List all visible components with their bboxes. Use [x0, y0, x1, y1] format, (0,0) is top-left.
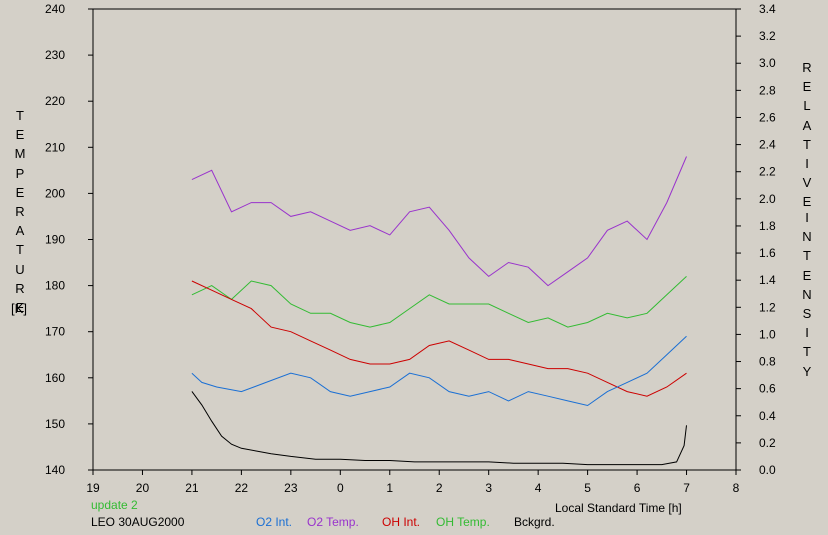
right-tick-label: 0.2	[759, 436, 776, 450]
right-axis-letter: T	[803, 344, 811, 360]
right-axis-letter: I	[805, 325, 809, 341]
right-tick-label: 1.6	[759, 246, 776, 260]
x-tick-label: 23	[284, 481, 298, 495]
x-tick-label: 8	[733, 481, 740, 495]
right-tick-label: 2.8	[759, 83, 776, 97]
x-tick-label: 2	[436, 481, 443, 495]
right-axis-letter: L	[803, 98, 811, 114]
right-tick-label: 0.6	[759, 382, 776, 396]
legend-o2-temp: O2 Temp.	[307, 515, 359, 529]
right-axis-letter: E	[802, 79, 812, 95]
right-axis-ticks: 0.0 0.2 0.4 0.6 0.8 1.0 1.2 1.4 1.6 1.8 2.0 2.2 2.4 2…	[736, 2, 776, 477]
left-axis-unit: [K]	[11, 301, 27, 316]
right-tick-label: 0.0	[759, 463, 776, 477]
right-axis-letter: A	[802, 117, 812, 133]
x-tick-label: 5	[584, 481, 591, 495]
right-axis-letter: N	[802, 286, 812, 302]
series-line-oh-int	[191, 280, 687, 397]
left-axis-letter: R	[15, 204, 25, 220]
right-axis-letter: E	[802, 267, 812, 283]
left-tick-label: 180	[45, 279, 65, 293]
left-axis-letter: E	[15, 300, 25, 316]
right-tick-label: 3.4	[759, 2, 776, 16]
left-tick-label: 170	[45, 325, 65, 339]
left-axis-ticks: 140 150 160 170 180 190 200 210 220 230 240	[45, 2, 93, 477]
series-line-o2-temp	[191, 156, 687, 287]
x-tick-label: 6	[634, 481, 641, 495]
x-axis-label: Local Standard Time [h]	[555, 501, 682, 515]
status-text: update 2	[91, 498, 138, 512]
right-axis-letter: R	[802, 60, 812, 75]
left-axis-letter: E	[15, 127, 25, 143]
left-axis-letter: E	[15, 184, 25, 200]
x-tick-label: 22	[235, 481, 249, 495]
x-tick-label: 3	[485, 481, 492, 495]
right-tick-label: 1.2	[759, 300, 776, 314]
left-tick-label: 230	[45, 48, 65, 62]
x-tick-label: 7	[683, 481, 690, 495]
left-tick-label: 240	[45, 2, 65, 16]
right-tick-label: 1.0	[759, 327, 776, 341]
left-tick-label: 220	[45, 94, 65, 108]
left-axis-letter: R	[15, 280, 25, 296]
right-tick-label: 0.8	[759, 355, 776, 369]
legend-oh-int: OH Int.	[382, 515, 421, 529]
left-axis-letter: U	[15, 261, 25, 277]
left-axis-letter: T	[16, 242, 24, 258]
x-tick-label: 4	[535, 481, 542, 495]
series-line-bckgrd	[191, 391, 687, 466]
left-tick-label: 160	[45, 371, 65, 385]
x-tick-label: 0	[337, 481, 344, 495]
left-tick-label: 210	[45, 140, 65, 154]
series-layer	[191, 156, 687, 466]
right-tick-label: 1.8	[759, 219, 776, 233]
right-tick-label: 0.4	[759, 409, 776, 423]
right-axis-letter: I	[805, 156, 809, 172]
x-tick-label: 19	[86, 481, 100, 495]
right-axis-letter: E	[802, 194, 812, 210]
legend-oh-temp: OH Temp.	[436, 515, 490, 529]
left-axis-letter: A	[15, 223, 25, 239]
left-tick-label: 140	[45, 463, 65, 477]
series-line-o2-int	[191, 335, 687, 407]
right-tick-label: 2.6	[759, 110, 776, 124]
right-tick-label: 1.4	[759, 273, 776, 287]
right-axis-letter: T	[803, 136, 811, 152]
left-tick-label: 150	[45, 417, 65, 431]
x-tick-label: 20	[136, 481, 150, 495]
right-tick-label: 3.2	[759, 29, 776, 43]
right-tick-label: 2.0	[759, 192, 776, 206]
x-tick-label: 21	[185, 481, 199, 495]
right-tick-label: 2.2	[759, 165, 776, 179]
right-tick-label: 3.0	[759, 56, 776, 70]
left-axis-letter: M	[14, 146, 26, 162]
left-axis-letter: T	[16, 108, 24, 123]
x-tick-label: 1	[386, 481, 393, 495]
right-axis-letter: S	[802, 306, 812, 322]
station-label: LEO 30AUG2000	[91, 515, 185, 529]
x-axis-ticks: 19 20 21 22 23 0 1 2 3 4 5 6 7 8	[86, 470, 740, 495]
legend-bckgrd: Bckgrd.	[514, 515, 555, 529]
series-line-oh-temp	[191, 276, 687, 328]
right-axis-letter: N	[802, 229, 812, 245]
plot-frame	[92, 8, 737, 471]
legend-o2-int: O2 Int.	[256, 515, 293, 529]
right-tick-label: 2.4	[759, 138, 776, 152]
left-axis-letter: P	[15, 165, 25, 181]
right-axis-letter: I	[805, 210, 809, 225]
left-tick-label: 200	[45, 186, 65, 200]
left-tick-label: 190	[45, 233, 65, 247]
right-axis-letter: Y	[802, 363, 812, 379]
right-axis-letter: V	[802, 175, 812, 191]
right-axis-letter: T	[803, 248, 811, 264]
